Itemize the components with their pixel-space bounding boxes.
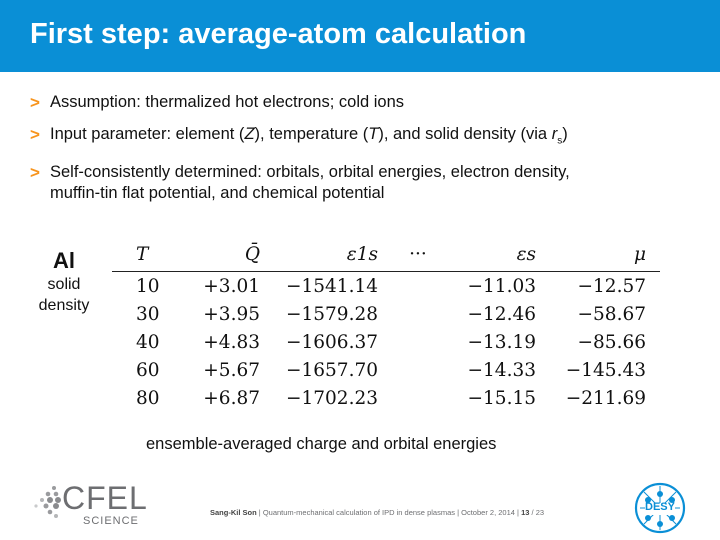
table-row: 40 +4.83 −1606.37 −13.19 −85.66 xyxy=(112,328,660,356)
symbol-z: Z xyxy=(244,125,255,143)
cell-eps-1s: −1541.14 xyxy=(285,275,378,297)
cfel-wordmark: CFEL xyxy=(62,480,148,516)
cell-ellipsis xyxy=(388,300,448,328)
cell-eps-s: −15.15 xyxy=(467,387,536,409)
cell-charge: +3.95 xyxy=(203,303,260,325)
title-bar: First step: average-atom calculation xyxy=(0,0,720,72)
desy-emblem-icon xyxy=(634,482,686,534)
cell-eps-1s: −1579.28 xyxy=(285,303,378,325)
bullet-list: > Assumption: thermalized hot electrons;… xyxy=(30,92,700,215)
bullet-text-post: ) xyxy=(562,125,568,143)
bullet-self-consistent: > Self-consistently determined: orbitals… xyxy=(30,162,700,204)
bullet-text-mid2: ), and solid density (via xyxy=(378,125,552,143)
cell-charge: +4.83 xyxy=(203,331,260,353)
cell-eps-1s: −1606.37 xyxy=(285,331,378,353)
header-eps-1s: ε1s xyxy=(270,240,388,272)
bullet-arrow-icon: > xyxy=(30,93,40,112)
footer-page-total: 23 xyxy=(535,508,545,517)
cell-eps-s: −11.03 xyxy=(467,275,536,297)
bullet-text-mid1: ), temperature ( xyxy=(254,125,369,143)
bullet-text-line2: muffin-tin flat potential, and chemical … xyxy=(50,184,385,203)
table-row: 60 +5.67 −1657.70 −14.33 −145.43 xyxy=(112,356,660,384)
cell-ellipsis xyxy=(388,356,448,384)
cell-ellipsis xyxy=(388,272,448,301)
cell-charge: +5.67 xyxy=(203,359,260,381)
cell-charge: +3.01 xyxy=(203,275,260,297)
cell-mu: −211.69 xyxy=(565,387,646,409)
footer-date: October 2, 2014 xyxy=(461,508,515,517)
cell-temperature: 40 xyxy=(136,331,160,353)
footer-page-number: 13 xyxy=(521,508,530,517)
cell-mu: −12.57 xyxy=(577,275,646,297)
bullet-input-parameter: > Input parameter: element (Z), temperat… xyxy=(30,124,700,151)
cell-charge: +6.87 xyxy=(203,387,260,409)
footer-talk-title: Quantum-mechanical calculation of IPD in… xyxy=(262,508,455,517)
desy-wordmark: DESY xyxy=(645,501,675,513)
results-table: T Q̄ ε1s ··· εs μ 10 +3.01 −1541.14 −11.… xyxy=(112,240,660,412)
header-mu: μ xyxy=(546,240,660,272)
bullet-text: Assumption: thermalized hot electrons; c… xyxy=(50,93,405,111)
footer-author: Sang-Kil Son xyxy=(210,508,257,517)
element-symbol: Al xyxy=(53,248,75,273)
slide-title: First step: average-atom calculation xyxy=(30,18,527,50)
cell-ellipsis xyxy=(388,384,448,412)
symbol-t: T xyxy=(368,125,379,143)
cell-temperature: 60 xyxy=(136,359,160,381)
footer-separator: | xyxy=(457,508,460,517)
header-eps-s: εs xyxy=(448,240,546,272)
slide-footer: Sang-Kil Son | Quantum-mechanical calcul… xyxy=(210,508,545,517)
footer-separator: | xyxy=(258,508,261,517)
bullet-text-line1: Self-consistently determined: orbitals, … xyxy=(50,163,570,182)
cell-temperature: 80 xyxy=(136,387,160,409)
cfel-logo: CFEL SCIENCE xyxy=(28,478,168,530)
symbol-rs: r xyxy=(551,125,558,143)
cfel-science-label: SCIENCE xyxy=(83,515,139,527)
table-row: 80 +6.87 −1702.23 −15.15 −211.69 xyxy=(112,384,660,412)
bullet-text-pre: Input parameter: element ( xyxy=(50,125,245,143)
bullet-arrow-icon: > xyxy=(30,163,40,183)
table-caption: ensemble-averaged charge and orbital ene… xyxy=(146,435,497,453)
footer-separator: | xyxy=(517,508,519,517)
cell-mu: −58.67 xyxy=(577,303,646,325)
cell-eps-s: −12.46 xyxy=(467,303,536,325)
table-row: 10 +3.01 −1541.14 −11.03 −12.57 xyxy=(112,272,660,301)
table-header-row: T Q̄ ε1s ··· εs μ xyxy=(112,240,660,272)
cell-mu: −85.66 xyxy=(577,331,646,353)
element-condition-line2: density xyxy=(38,297,90,314)
cell-eps-s: −13.19 xyxy=(467,331,536,353)
header-charge: Q̄ xyxy=(180,240,270,272)
header-temperature: T xyxy=(112,240,180,272)
symbol-rs-subscript: s xyxy=(557,135,563,147)
cell-eps-1s: −1702.23 xyxy=(285,387,378,409)
element-label: Al solid density xyxy=(22,248,106,316)
bullet-assumption: > Assumption: thermalized hot electrons;… xyxy=(30,92,700,113)
cell-ellipsis xyxy=(388,328,448,356)
element-condition-line1: solid xyxy=(47,276,81,293)
cell-mu: −145.43 xyxy=(565,359,646,381)
cell-eps-1s: −1657.70 xyxy=(285,359,378,381)
table-row: 30 +3.95 −1579.28 −12.46 −58.67 xyxy=(112,300,660,328)
cell-temperature: 10 xyxy=(136,275,160,297)
cfel-dots-icon xyxy=(34,486,61,518)
cell-eps-s: −14.33 xyxy=(467,359,536,381)
bullet-arrow-icon: > xyxy=(30,125,40,144)
desy-logo: DESY xyxy=(634,482,686,534)
header-ellipsis: ··· xyxy=(388,240,448,272)
cell-temperature: 30 xyxy=(136,303,160,325)
